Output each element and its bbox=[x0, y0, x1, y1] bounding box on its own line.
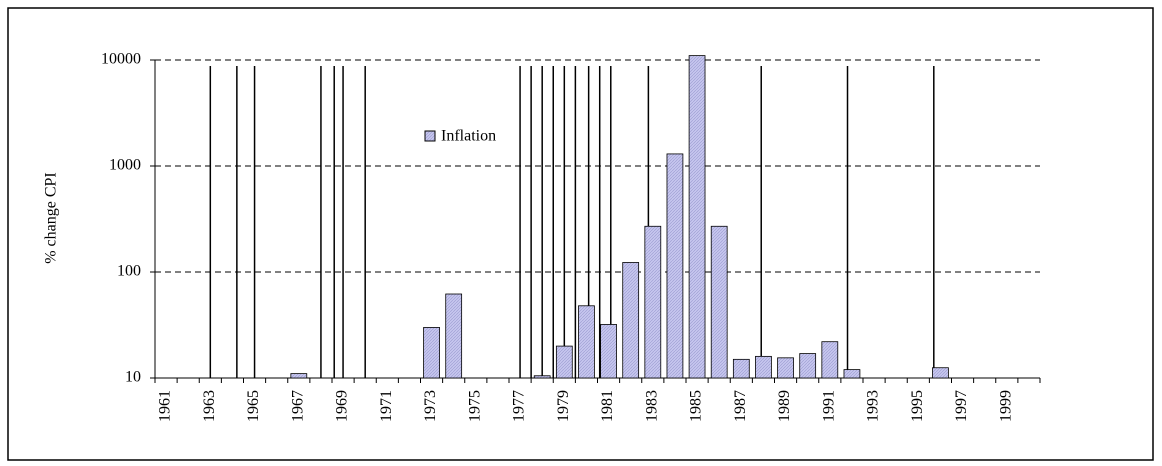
bar bbox=[423, 327, 440, 379]
y-tick-label: 100 bbox=[117, 263, 141, 280]
bar bbox=[600, 324, 617, 379]
x-tick-label: 1995 bbox=[909, 390, 926, 422]
x-tick-label: 1965 bbox=[245, 390, 262, 422]
bar bbox=[710, 225, 728, 379]
x-tick-label: 1967 bbox=[289, 390, 306, 422]
bar bbox=[578, 305, 595, 379]
y-axis-label: % change CPI bbox=[43, 172, 60, 264]
x-tick-label: 1969 bbox=[334, 390, 351, 422]
x-tick-label: 1983 bbox=[643, 390, 660, 422]
x-tick-label: 1971 bbox=[378, 390, 395, 422]
bar bbox=[821, 341, 839, 379]
bar bbox=[732, 358, 750, 379]
bar bbox=[777, 357, 794, 379]
x-tick-label: 1997 bbox=[953, 390, 970, 422]
bar bbox=[290, 373, 308, 379]
bar bbox=[755, 355, 772, 379]
bar bbox=[622, 262, 640, 379]
x-tick-label: 1985 bbox=[688, 390, 705, 422]
bar bbox=[843, 369, 861, 379]
x-tick-label: 1989 bbox=[776, 390, 793, 422]
x-tick-label: 1961 bbox=[157, 390, 174, 422]
y-tick-label: 1000 bbox=[109, 157, 141, 174]
y-tick-label: 10000 bbox=[101, 51, 141, 68]
bar bbox=[644, 225, 662, 379]
x-tick-label: 1973 bbox=[422, 390, 439, 422]
bar bbox=[666, 153, 684, 379]
x-tick-label: 1975 bbox=[466, 390, 483, 422]
x-tick-label: 1977 bbox=[511, 390, 528, 422]
x-tick-label: 1963 bbox=[201, 390, 218, 422]
x-tick-label: 1991 bbox=[820, 390, 837, 422]
legend-swatch bbox=[424, 130, 436, 142]
bar bbox=[799, 353, 817, 379]
x-tick-label: 1987 bbox=[732, 390, 749, 422]
bar bbox=[688, 55, 706, 379]
bar bbox=[932, 367, 949, 379]
x-tick-label: 1981 bbox=[599, 390, 616, 422]
bar bbox=[555, 345, 573, 379]
x-tick-label: 1979 bbox=[555, 390, 572, 422]
bar bbox=[445, 293, 463, 379]
x-tick-label: 1999 bbox=[997, 390, 1014, 422]
y-tick-label: 10 bbox=[125, 369, 141, 386]
x-tick-label: 1993 bbox=[865, 390, 882, 422]
chart-frame bbox=[7, 7, 1154, 461]
bar bbox=[533, 375, 551, 379]
legend-label: Inflation bbox=[441, 128, 496, 145]
